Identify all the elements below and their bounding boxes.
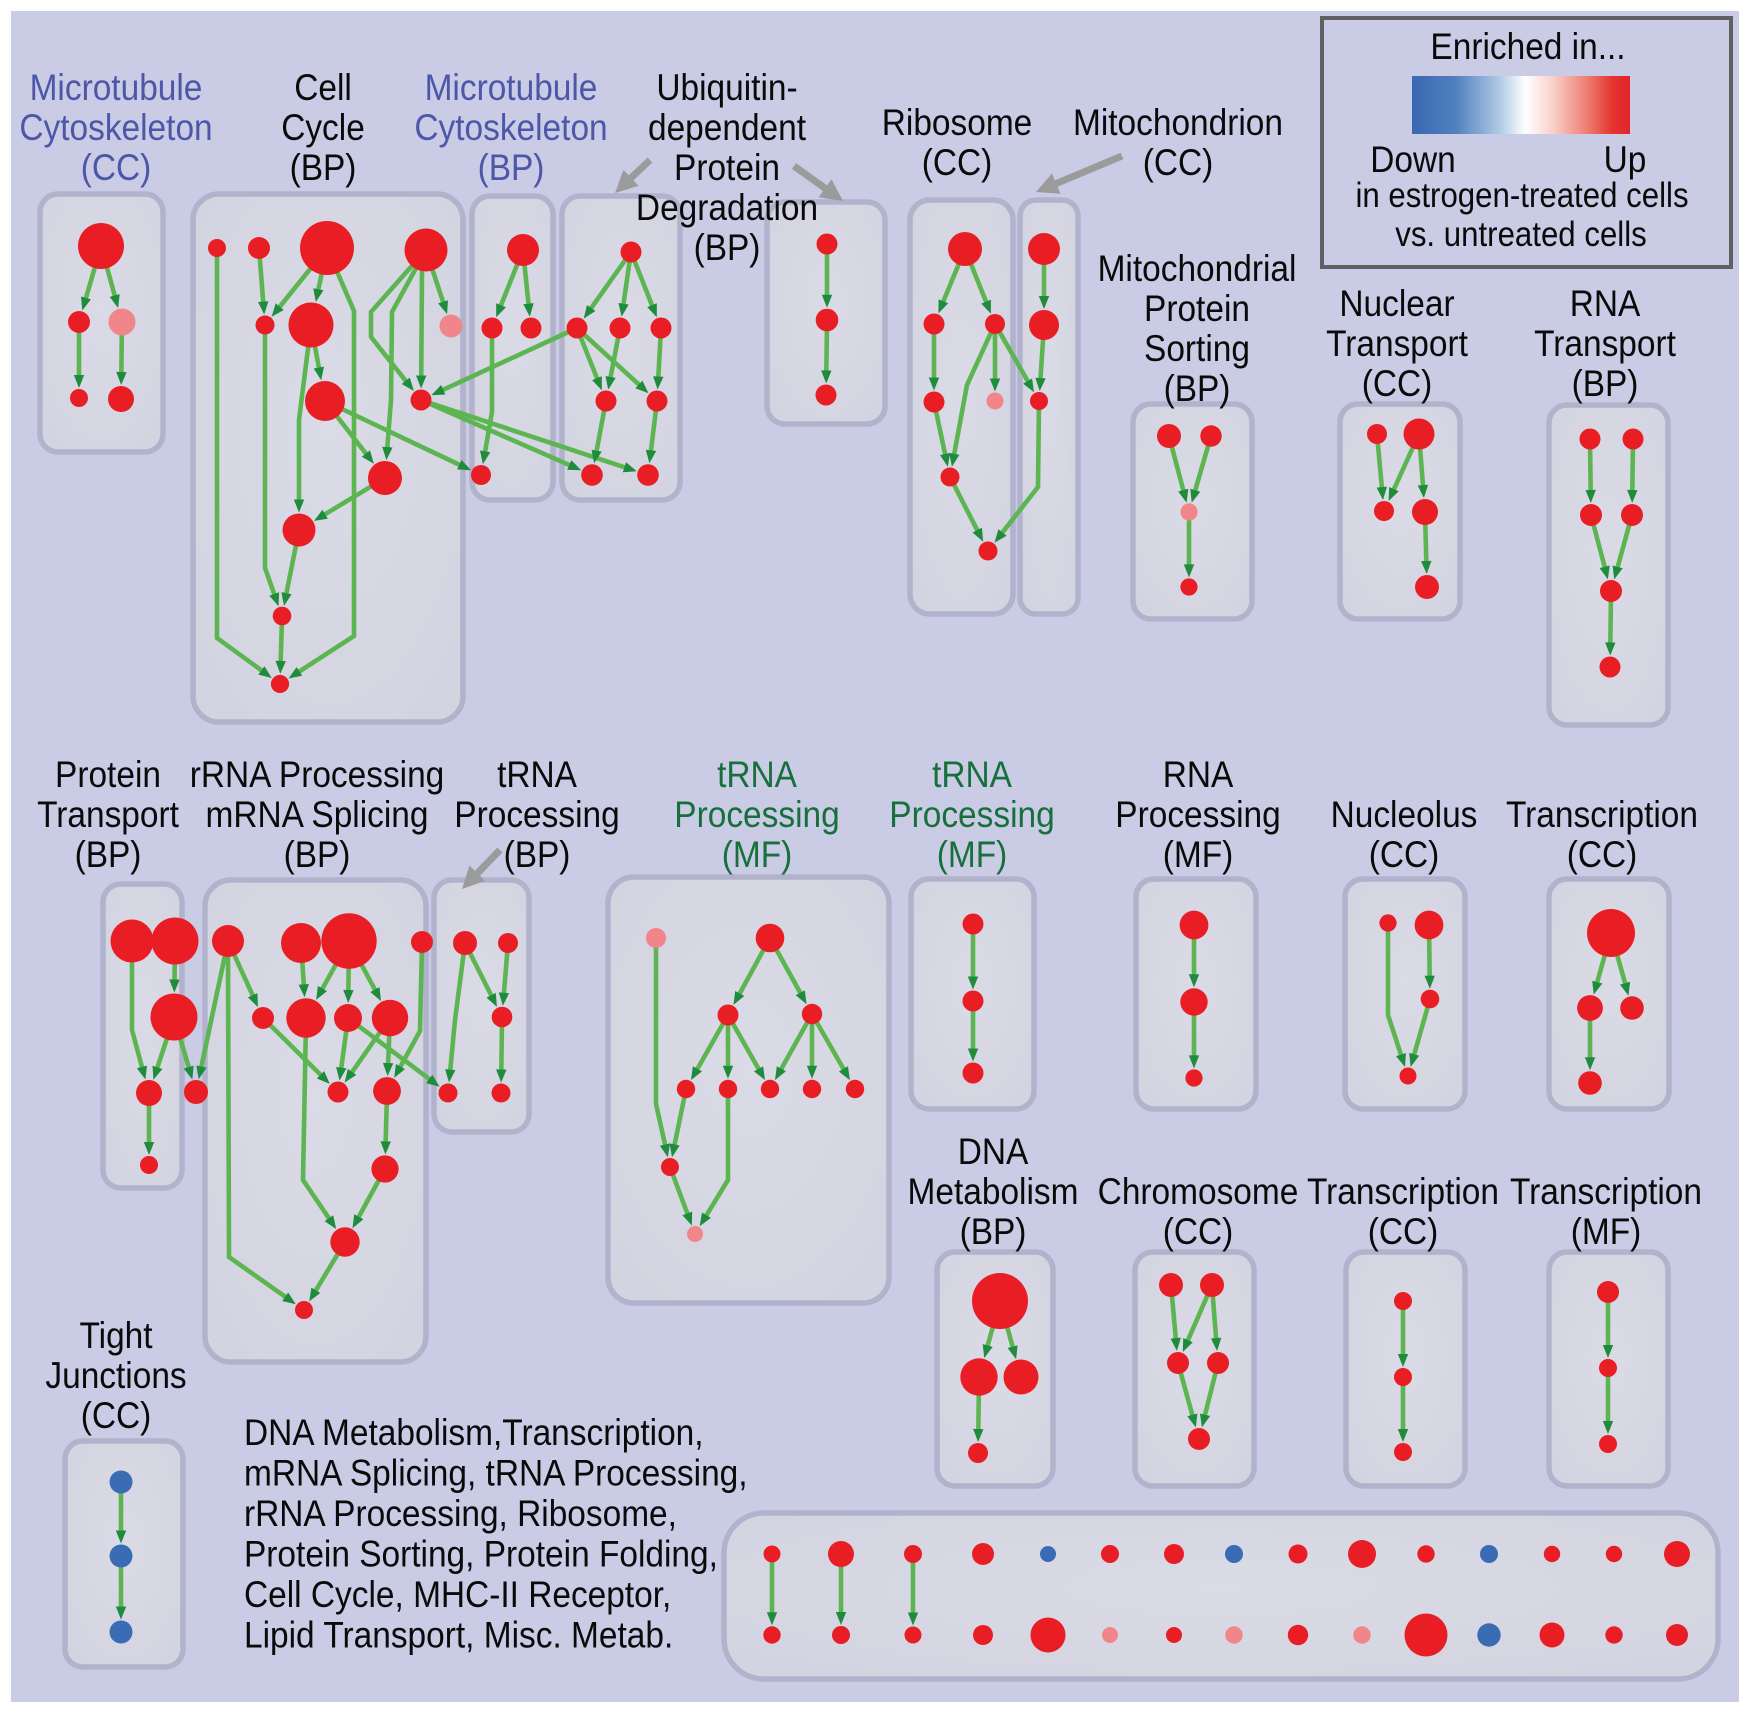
svg-text:(BP): (BP) xyxy=(694,226,761,268)
svg-text:dependent: dependent xyxy=(648,106,806,148)
svg-text:Lipid Transport, Misc. Metab.: Lipid Transport, Misc. Metab. xyxy=(244,1614,673,1656)
svg-text:(MF): (MF) xyxy=(722,833,793,875)
svg-text:Down: Down xyxy=(1370,138,1455,180)
svg-text:Transcription: Transcription xyxy=(1307,1170,1499,1212)
svg-text:Protein: Protein xyxy=(1144,287,1250,329)
svg-text:(BP): (BP) xyxy=(478,146,545,188)
svg-text:(BP): (BP) xyxy=(290,146,357,188)
svg-text:(CC): (CC) xyxy=(81,146,152,188)
svg-text:rRNA Processing, Ribosome,: rRNA Processing, Ribosome, xyxy=(244,1492,677,1534)
svg-text:Transcription: Transcription xyxy=(1506,793,1698,835)
svg-text:DNA Metabolism,Transcription,: DNA Metabolism,Transcription, xyxy=(244,1411,704,1453)
svg-text:(CC): (CC) xyxy=(1567,833,1638,875)
svg-text:mRNA Splicing: mRNA Splicing xyxy=(206,793,429,835)
svg-text:(BP): (BP) xyxy=(284,833,351,875)
svg-text:(BP): (BP) xyxy=(75,833,142,875)
svg-text:(MF): (MF) xyxy=(1571,1210,1642,1252)
svg-text:Processing: Processing xyxy=(1115,793,1280,835)
svg-text:Protein Sorting, Protein Foldi: Protein Sorting, Protein Folding, xyxy=(244,1533,718,1575)
svg-text:tRNA: tRNA xyxy=(932,753,1012,795)
svg-text:(MF): (MF) xyxy=(937,833,1008,875)
svg-text:Microtubule: Microtubule xyxy=(30,66,203,108)
svg-text:Metabolism: Metabolism xyxy=(908,1170,1079,1212)
svg-text:(CC): (CC) xyxy=(1163,1210,1234,1252)
svg-text:Processing: Processing xyxy=(889,793,1054,835)
svg-text:Processing: Processing xyxy=(674,793,839,835)
svg-text:Ribosome: Ribosome xyxy=(882,101,1033,143)
svg-text:Nucleolus: Nucleolus xyxy=(1331,793,1478,835)
svg-text:Junctions: Junctions xyxy=(45,1354,186,1396)
svg-text:(CC): (CC) xyxy=(1369,833,1440,875)
svg-text:(BP): (BP) xyxy=(960,1210,1027,1252)
svg-text:Up: Up xyxy=(1604,138,1647,180)
svg-text:vs. untreated cells: vs. untreated cells xyxy=(1395,215,1647,254)
svg-text:RNA: RNA xyxy=(1570,282,1641,324)
svg-text:Cytoskeleton: Cytoskeleton xyxy=(414,106,607,148)
svg-text:(BP): (BP) xyxy=(504,833,571,875)
svg-text:RNA: RNA xyxy=(1163,753,1234,795)
svg-text:(MF): (MF) xyxy=(1163,833,1234,875)
svg-text:Microtubule: Microtubule xyxy=(425,66,598,108)
svg-text:Cell: Cell xyxy=(294,66,352,108)
svg-text:rRNA Processing: rRNA Processing xyxy=(190,753,445,795)
svg-text:(CC): (CC) xyxy=(1143,141,1214,183)
svg-text:Cycle: Cycle xyxy=(281,106,365,148)
svg-text:tRNA: tRNA xyxy=(717,753,797,795)
svg-text:Enriched in...: Enriched in... xyxy=(1430,25,1625,67)
svg-text:Tight: Tight xyxy=(79,1314,152,1356)
svg-text:Cell Cycle, MHC-II Receptor,: Cell Cycle, MHC-II Receptor, xyxy=(244,1573,671,1615)
svg-text:(BP): (BP) xyxy=(1164,367,1231,409)
svg-text:(CC): (CC) xyxy=(1368,1210,1439,1252)
svg-text:Mitochondrion: Mitochondrion xyxy=(1073,101,1283,143)
svg-text:Ubiquitin-: Ubiquitin- xyxy=(656,66,797,108)
svg-text:mRNA Splicing, tRNA Processing: mRNA Splicing, tRNA Processing, xyxy=(244,1452,748,1494)
svg-text:Cytoskeleton: Cytoskeleton xyxy=(19,106,212,148)
svg-text:(CC): (CC) xyxy=(81,1394,152,1436)
svg-text:Sorting: Sorting xyxy=(1144,327,1250,369)
svg-text:Transport: Transport xyxy=(1326,322,1468,364)
svg-text:(CC): (CC) xyxy=(1362,362,1433,404)
svg-text:Nuclear: Nuclear xyxy=(1339,282,1454,324)
svg-text:Chromosome: Chromosome xyxy=(1098,1170,1299,1212)
svg-text:Degradation: Degradation xyxy=(636,186,818,228)
svg-text:Protein: Protein xyxy=(55,753,161,795)
svg-text:(CC): (CC) xyxy=(922,141,993,183)
svg-text:tRNA: tRNA xyxy=(497,753,577,795)
svg-text:Processing: Processing xyxy=(454,793,619,835)
svg-text:Protein: Protein xyxy=(674,146,780,188)
svg-text:Transcription: Transcription xyxy=(1510,1170,1702,1212)
svg-text:in estrogen-treated cells: in estrogen-treated cells xyxy=(1355,176,1688,215)
svg-text:DNA: DNA xyxy=(958,1130,1029,1172)
svg-text:Mitochondrial: Mitochondrial xyxy=(1098,247,1297,289)
svg-text:(BP): (BP) xyxy=(1572,362,1639,404)
svg-text:Transport: Transport xyxy=(37,793,179,835)
svg-text:Transport: Transport xyxy=(1534,322,1676,364)
